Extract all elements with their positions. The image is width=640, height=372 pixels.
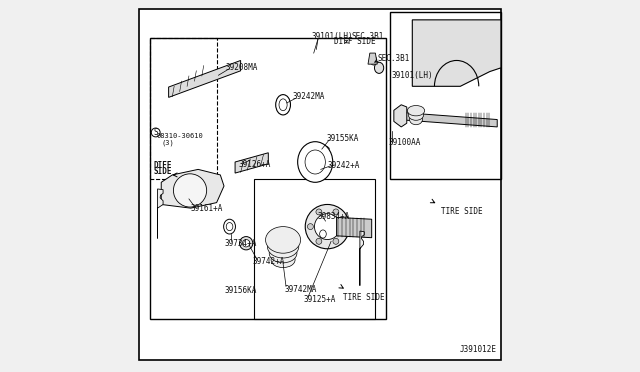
Circle shape — [316, 238, 322, 244]
Ellipse shape — [305, 150, 325, 174]
Text: (3): (3) — [161, 139, 174, 146]
Polygon shape — [157, 189, 163, 238]
Text: 39126+A: 39126+A — [238, 160, 271, 169]
Ellipse shape — [410, 114, 422, 125]
Text: 39242MA: 39242MA — [292, 92, 324, 101]
Polygon shape — [337, 217, 372, 238]
Polygon shape — [394, 105, 407, 127]
Ellipse shape — [370, 56, 377, 65]
Ellipse shape — [226, 222, 233, 231]
Ellipse shape — [266, 227, 301, 253]
Ellipse shape — [269, 244, 297, 263]
Ellipse shape — [223, 219, 236, 234]
Circle shape — [333, 238, 339, 244]
Text: TIRE SIDE: TIRE SIDE — [441, 207, 483, 217]
Ellipse shape — [374, 62, 384, 73]
Text: 39156KA: 39156KA — [225, 286, 257, 295]
Ellipse shape — [300, 161, 333, 169]
FancyBboxPatch shape — [139, 9, 501, 359]
Text: 39101(LH): 39101(LH) — [312, 32, 353, 41]
Ellipse shape — [276, 94, 291, 115]
Text: S: S — [154, 128, 158, 137]
Text: TIRE SIDE: TIRE SIDE — [343, 293, 385, 302]
Circle shape — [341, 224, 348, 230]
Text: J391012E: J391012E — [460, 345, 497, 354]
Ellipse shape — [268, 235, 299, 258]
Text: DIFF SIDE: DIFF SIDE — [333, 37, 375, 46]
Ellipse shape — [303, 149, 330, 157]
Polygon shape — [235, 153, 268, 173]
Circle shape — [314, 214, 340, 240]
Polygon shape — [161, 169, 224, 208]
Ellipse shape — [271, 252, 295, 267]
Circle shape — [307, 224, 314, 230]
Ellipse shape — [298, 142, 333, 182]
Ellipse shape — [279, 99, 287, 111]
Circle shape — [316, 209, 322, 215]
Ellipse shape — [303, 145, 329, 153]
Text: 39101(LH): 39101(LH) — [391, 71, 433, 80]
Polygon shape — [168, 61, 241, 97]
Polygon shape — [360, 231, 364, 286]
Text: 39125+A: 39125+A — [303, 295, 336, 304]
Text: 39100AA: 39100AA — [388, 138, 421, 147]
Text: 39742MA: 39742MA — [285, 285, 317, 294]
Circle shape — [151, 128, 160, 137]
Text: 39734+A: 39734+A — [225, 239, 257, 248]
Polygon shape — [412, 20, 501, 86]
Text: 39742+A: 39742+A — [253, 257, 285, 266]
Circle shape — [333, 209, 339, 215]
Polygon shape — [368, 53, 377, 64]
Text: SEC.3B1: SEC.3B1 — [378, 54, 410, 63]
Polygon shape — [397, 112, 497, 127]
Ellipse shape — [319, 230, 326, 238]
Text: 39161+A: 39161+A — [190, 204, 223, 214]
Circle shape — [173, 174, 207, 207]
Text: 39834+A: 39834+A — [317, 212, 349, 221]
Text: 39208MA: 39208MA — [225, 63, 257, 72]
Ellipse shape — [407, 106, 425, 116]
Ellipse shape — [301, 153, 331, 161]
Ellipse shape — [408, 110, 424, 120]
Text: 39155KA: 39155KA — [326, 134, 359, 143]
Circle shape — [243, 240, 250, 247]
Text: 39242+A: 39242+A — [328, 161, 360, 170]
Ellipse shape — [301, 157, 332, 165]
Circle shape — [239, 237, 253, 250]
Text: SIDE: SIDE — [153, 167, 172, 176]
Text: DIFF: DIFF — [153, 161, 172, 170]
Circle shape — [305, 205, 349, 249]
Text: 08310-30610: 08310-30610 — [157, 133, 204, 139]
Text: SEC.3B1: SEC.3B1 — [351, 32, 384, 41]
